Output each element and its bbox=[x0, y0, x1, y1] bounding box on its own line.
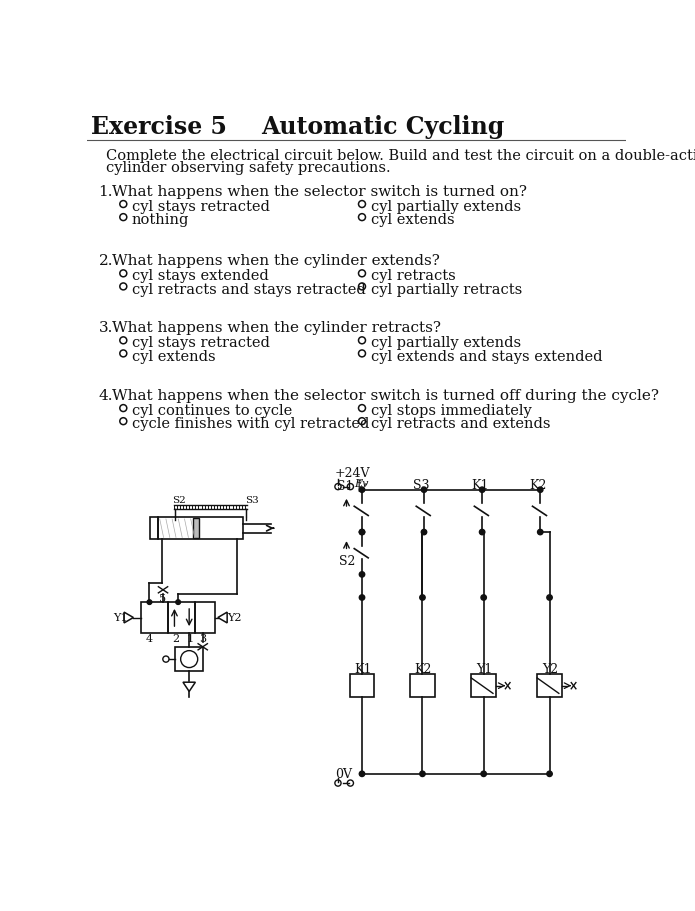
Text: Y1: Y1 bbox=[113, 613, 128, 623]
Circle shape bbox=[359, 771, 365, 776]
Text: K2: K2 bbox=[415, 663, 432, 676]
Bar bbox=[175, 647, 203, 671]
Text: cyl partially extends: cyl partially extends bbox=[370, 200, 521, 214]
Text: cyl stays retracted: cyl stays retracted bbox=[132, 336, 270, 351]
Bar bbox=[158, 517, 243, 539]
Text: 3: 3 bbox=[199, 634, 206, 644]
Circle shape bbox=[420, 771, 425, 776]
Text: cycle finishes with cyl retracted: cycle finishes with cyl retracted bbox=[132, 417, 369, 431]
Text: K2: K2 bbox=[530, 479, 547, 492]
Text: nothing: nothing bbox=[132, 213, 189, 227]
Bar bbox=[350, 674, 375, 697]
Text: cyl extends: cyl extends bbox=[132, 350, 215, 363]
Circle shape bbox=[421, 529, 427, 535]
Text: Y2: Y2 bbox=[542, 663, 558, 676]
Text: S1 [: S1 [ bbox=[337, 479, 363, 492]
Text: cyl continues to cycle: cyl continues to cycle bbox=[132, 404, 292, 418]
Text: What happens when the cylinder retracts?: What happens when the cylinder retracts? bbox=[112, 321, 441, 335]
Text: 4: 4 bbox=[145, 634, 153, 644]
Text: 4.: 4. bbox=[99, 389, 113, 403]
Text: K1: K1 bbox=[471, 479, 489, 492]
Text: S3: S3 bbox=[245, 496, 259, 505]
Circle shape bbox=[420, 595, 425, 600]
Text: What happens when the selector switch is turned off during the cycle?: What happens when the selector switch is… bbox=[112, 389, 659, 403]
Circle shape bbox=[421, 487, 427, 492]
Text: 1.: 1. bbox=[99, 185, 113, 199]
Circle shape bbox=[176, 599, 181, 604]
Bar bbox=[141, 602, 168, 633]
Bar bbox=[150, 517, 158, 539]
Circle shape bbox=[537, 487, 543, 492]
Circle shape bbox=[147, 599, 152, 604]
Circle shape bbox=[547, 771, 553, 776]
Bar bbox=[168, 602, 195, 633]
Text: cyl retracts: cyl retracts bbox=[370, 270, 455, 283]
Circle shape bbox=[547, 595, 553, 600]
Text: cyl partially retracts: cyl partially retracts bbox=[370, 282, 522, 297]
Text: 1: 1 bbox=[186, 634, 193, 644]
Text: cyl extends: cyl extends bbox=[370, 213, 454, 227]
Circle shape bbox=[481, 595, 486, 600]
Text: Complete the electrical circuit below. Build and test the circuit on a double-ac: Complete the electrical circuit below. B… bbox=[106, 149, 695, 163]
Text: cyl partially extends: cyl partially extends bbox=[370, 336, 521, 351]
Text: cylinder observing safety precautions.: cylinder observing safety precautions. bbox=[106, 161, 391, 175]
Text: 5: 5 bbox=[159, 594, 166, 604]
Circle shape bbox=[359, 572, 365, 577]
Circle shape bbox=[359, 529, 365, 535]
Bar bbox=[471, 674, 496, 697]
Text: S2: S2 bbox=[172, 496, 186, 505]
Text: +24V: +24V bbox=[335, 467, 370, 480]
Text: Y2: Y2 bbox=[227, 613, 242, 623]
Text: Ev: Ev bbox=[354, 479, 368, 489]
Circle shape bbox=[481, 771, 486, 776]
Text: Y1: Y1 bbox=[476, 663, 492, 676]
Text: ·: · bbox=[363, 479, 368, 492]
Text: What happens when the cylinder extends?: What happens when the cylinder extends? bbox=[112, 254, 439, 268]
Text: 3.: 3. bbox=[99, 321, 113, 335]
Text: Exercise 5: Exercise 5 bbox=[91, 116, 227, 139]
Circle shape bbox=[480, 487, 485, 492]
Text: cyl retracts and stays retracted: cyl retracts and stays retracted bbox=[132, 282, 366, 297]
Circle shape bbox=[359, 595, 365, 600]
Text: S3: S3 bbox=[413, 479, 430, 492]
Text: cyl stays retracted: cyl stays retracted bbox=[132, 200, 270, 214]
Bar bbox=[193, 518, 199, 538]
Bar bbox=[537, 674, 562, 697]
Text: S2: S2 bbox=[338, 555, 355, 568]
Text: What happens when the selector switch is turned on?: What happens when the selector switch is… bbox=[112, 185, 527, 199]
Text: cyl retracts and extends: cyl retracts and extends bbox=[370, 417, 550, 431]
Text: K1: K1 bbox=[354, 663, 372, 676]
Text: 2.: 2. bbox=[99, 254, 113, 268]
Text: cyl stops immediately: cyl stops immediately bbox=[370, 404, 531, 418]
Text: 2: 2 bbox=[172, 634, 180, 644]
Text: 0V: 0V bbox=[335, 768, 352, 781]
Circle shape bbox=[359, 487, 365, 492]
Circle shape bbox=[480, 529, 485, 535]
Text: cyl stays extended: cyl stays extended bbox=[132, 270, 268, 283]
Bar bbox=[410, 674, 435, 697]
Circle shape bbox=[537, 529, 543, 535]
Text: Automatic Cycling: Automatic Cycling bbox=[261, 116, 505, 139]
Bar bbox=[195, 602, 215, 633]
Text: cyl extends and stays extended: cyl extends and stays extended bbox=[370, 350, 602, 363]
Circle shape bbox=[359, 529, 365, 535]
